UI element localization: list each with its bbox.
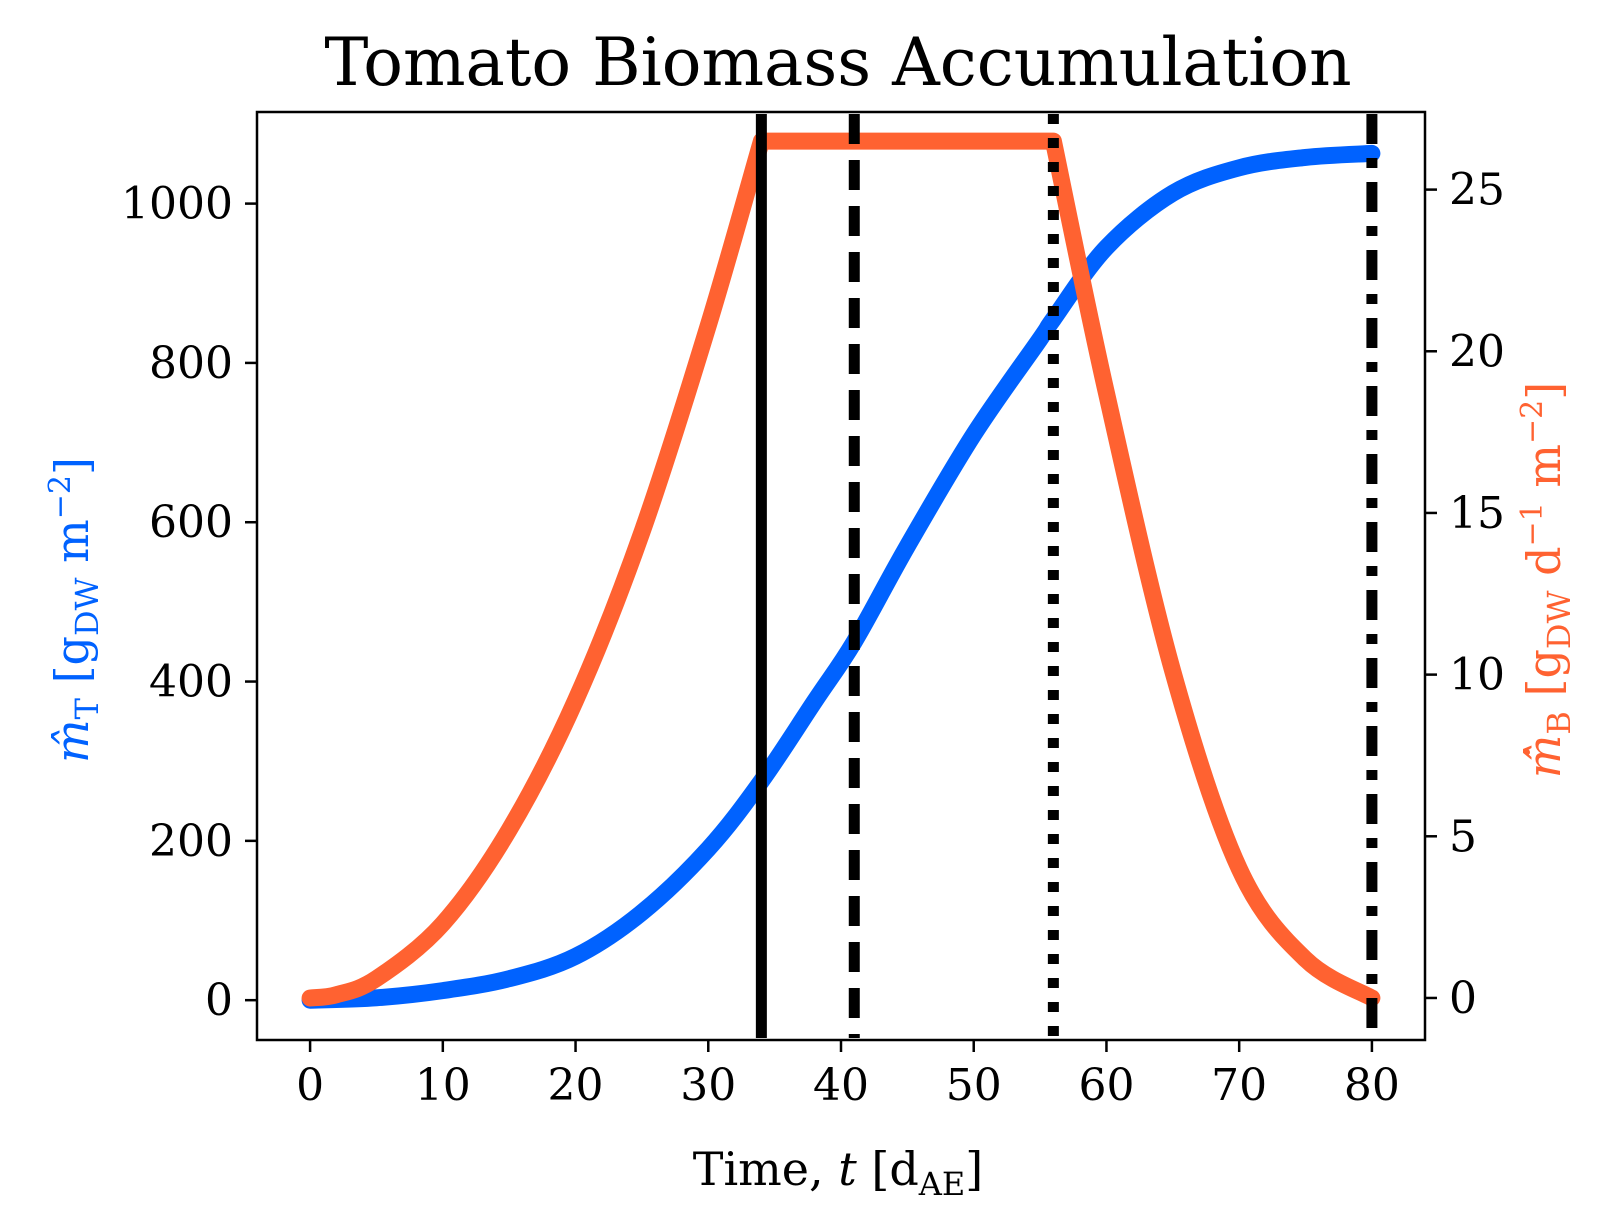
plot-area <box>301 114 1381 1038</box>
right-y-tick-label: 10 <box>1449 650 1505 701</box>
right-y-tick-label: 20 <box>1449 326 1505 377</box>
right-y-tick-label: 5 <box>1449 811 1477 862</box>
left-y-tick-label: 200 <box>149 816 233 867</box>
chart-title: Tomato Biomass Accumulation <box>324 24 1351 101</box>
left-y-tick-label: 800 <box>149 338 233 389</box>
left-y-tick-label: 600 <box>149 497 233 548</box>
x-tick-label: 70 <box>1211 1060 1267 1111</box>
left-y-tick-label: 400 <box>149 657 233 708</box>
right-y-axis-label: m̂̇B [gDW d−1 m−2] <box>1515 382 1578 778</box>
x-tick-label: 10 <box>415 1060 471 1111</box>
x-tick-label: 80 <box>1344 1060 1400 1111</box>
right-y-tick-label: 0 <box>1449 973 1477 1024</box>
x-tick-label: 50 <box>946 1060 1002 1111</box>
left-y-tick-label: 0 <box>205 975 233 1026</box>
left-y-tick-label: 1000 <box>121 179 233 230</box>
x-tick-label: 20 <box>548 1060 604 1111</box>
right-y-tick-label: 25 <box>1449 165 1505 216</box>
series-line-total-biomass <box>301 144 1381 1009</box>
x-tick-label: 40 <box>813 1060 869 1111</box>
x-tick-label: 60 <box>1078 1060 1134 1111</box>
series-line-biomass-rate <box>301 132 1381 1007</box>
x-tick-label: 30 <box>680 1060 736 1111</box>
x-axis-label: Time, t [dAE] <box>693 1142 983 1203</box>
ticks: 0 10 20 30 40 50 60 70 8002004006008001000051015… <box>121 165 1505 1111</box>
x-tick-label: 0 <box>296 1060 324 1111</box>
right-y-tick-label: 15 <box>1449 488 1505 539</box>
left-y-axis-label: m̂T [gDW m−2] <box>43 457 106 763</box>
